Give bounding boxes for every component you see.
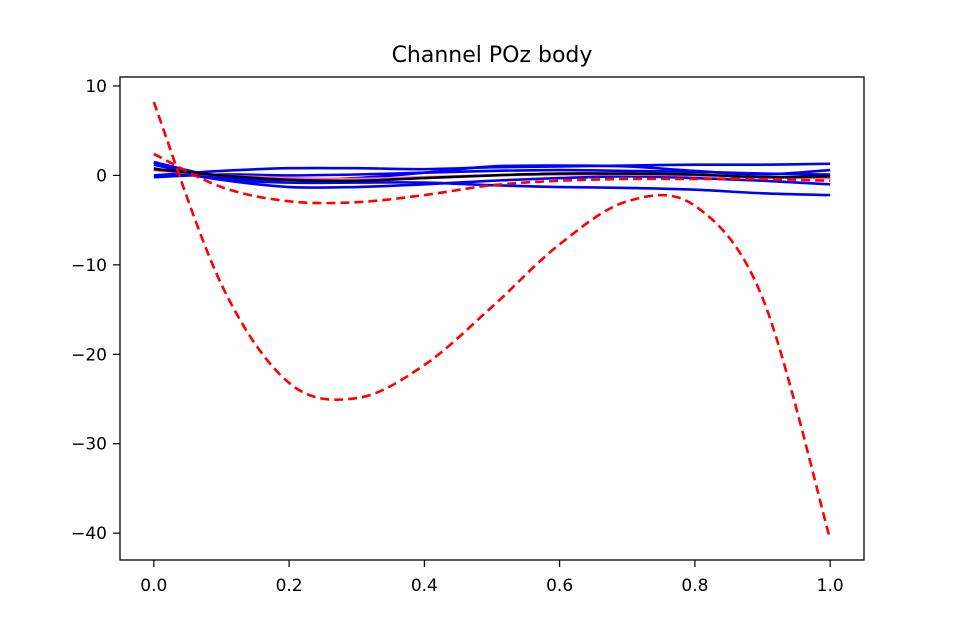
y-tick-label: −10 (71, 256, 107, 276)
x-tick-label: 1.0 (817, 576, 844, 596)
x-tick-label: 0.4 (411, 576, 438, 596)
x-axis: 0.0 0.2 0.4 0.6 0.8 1.0 (140, 560, 844, 596)
solid-series-line-4 (153, 163, 831, 197)
x-tick-label: 0.0 (140, 576, 167, 596)
x-tick-label: 0.6 (546, 576, 573, 596)
y-axis: 10 0 −10 −20 −30 −40 (71, 77, 120, 544)
y-tick-label: −40 (71, 524, 107, 544)
x-tick-label: 0.2 (276, 576, 303, 596)
solid-series-line-2 (153, 162, 831, 177)
y-tick-label: −20 (71, 345, 107, 365)
solid-series-line-3 (153, 166, 831, 189)
chart-title: Channel POz body (392, 43, 593, 68)
x-tick-label: 0.8 (681, 576, 708, 596)
plot-frame (119, 76, 865, 561)
solid-series-line-7 (153, 167, 831, 183)
solid-series-line-5 (153, 168, 831, 179)
series-layer (152, 101, 832, 540)
y-tick-label: −30 (71, 435, 107, 455)
y-tick-label: 0 (96, 166, 107, 186)
dashed-series-line-8 (152, 101, 832, 540)
y-tick-label: 10 (85, 77, 107, 97)
